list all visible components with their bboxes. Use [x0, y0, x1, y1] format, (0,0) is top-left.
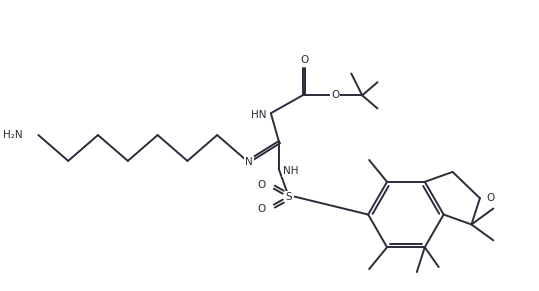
Text: O: O — [300, 55, 309, 65]
Text: HN: HN — [251, 110, 267, 120]
Text: O: O — [487, 193, 495, 203]
Text: O: O — [258, 180, 266, 190]
Text: O: O — [258, 204, 266, 214]
Text: S: S — [285, 192, 292, 202]
Text: H₂N: H₂N — [3, 130, 23, 140]
Text: O: O — [331, 90, 340, 100]
Text: N: N — [245, 157, 253, 167]
Text: NH: NH — [283, 166, 298, 176]
